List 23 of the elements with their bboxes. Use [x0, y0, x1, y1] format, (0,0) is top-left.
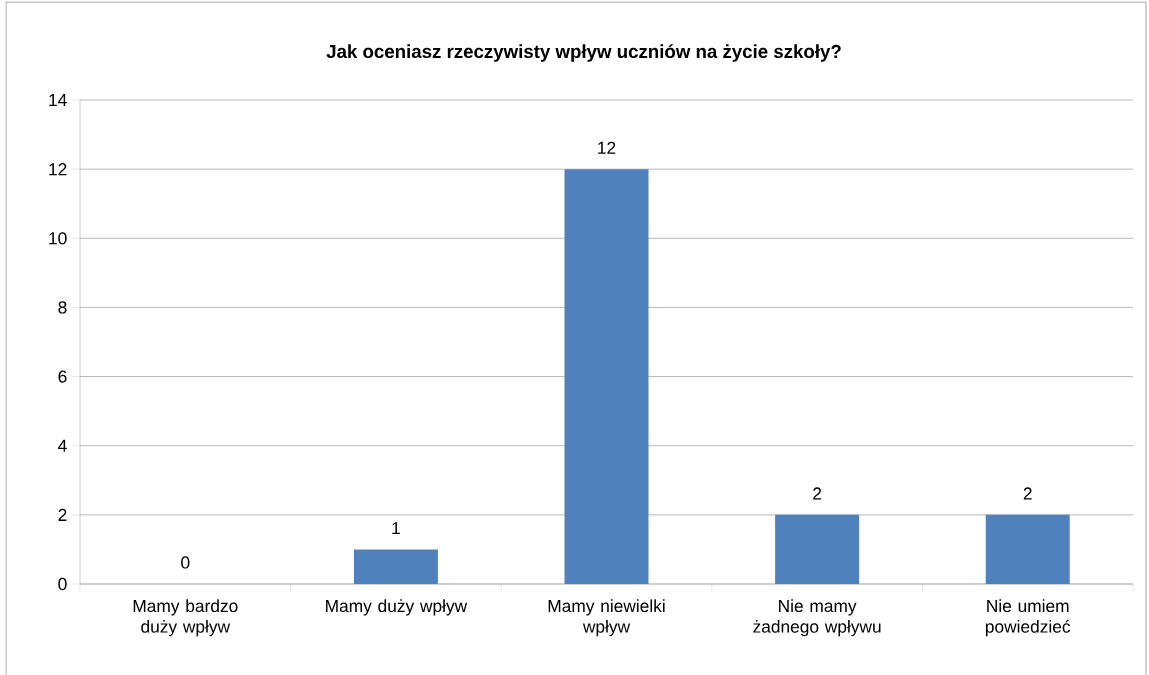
y-tick-label: 8: [58, 301, 67, 314]
x-tick-label: Nie umiem powiedzieć: [985, 599, 1071, 637]
bar: [985, 514, 1070, 584]
data-label: 12: [598, 141, 616, 154]
y-tick-label: 4: [58, 439, 67, 452]
y-tick-label: 14: [49, 94, 67, 106]
data-label: 2: [813, 487, 822, 500]
y-tick-label: 10: [49, 232, 67, 245]
bar: [564, 169, 649, 584]
bar: [353, 549, 438, 584]
data-label: 1: [392, 522, 400, 535]
y-tick-label: 6: [58, 370, 67, 383]
x-tick-label: Mamy niewielki wpływ: [548, 599, 665, 637]
bar: [775, 514, 860, 584]
x-tick-label: Mamy duży wpływ: [326, 599, 468, 616]
chart-title: Jak oceniasz rzeczywisty wpływ uczniów na życie szkoły?: [326, 44, 841, 62]
x-tick-label: Nie mamy żadnego wpływu: [753, 599, 881, 637]
y-tick-label: 0: [58, 577, 67, 591]
y-tick-label: 2: [58, 508, 67, 521]
y-tick-label: 12: [49, 163, 67, 176]
data-label: 0: [181, 556, 190, 569]
x-tick-label: Mamy bardzo duży wpływ: [133, 599, 238, 637]
data-label: 2: [1023, 487, 1032, 500]
